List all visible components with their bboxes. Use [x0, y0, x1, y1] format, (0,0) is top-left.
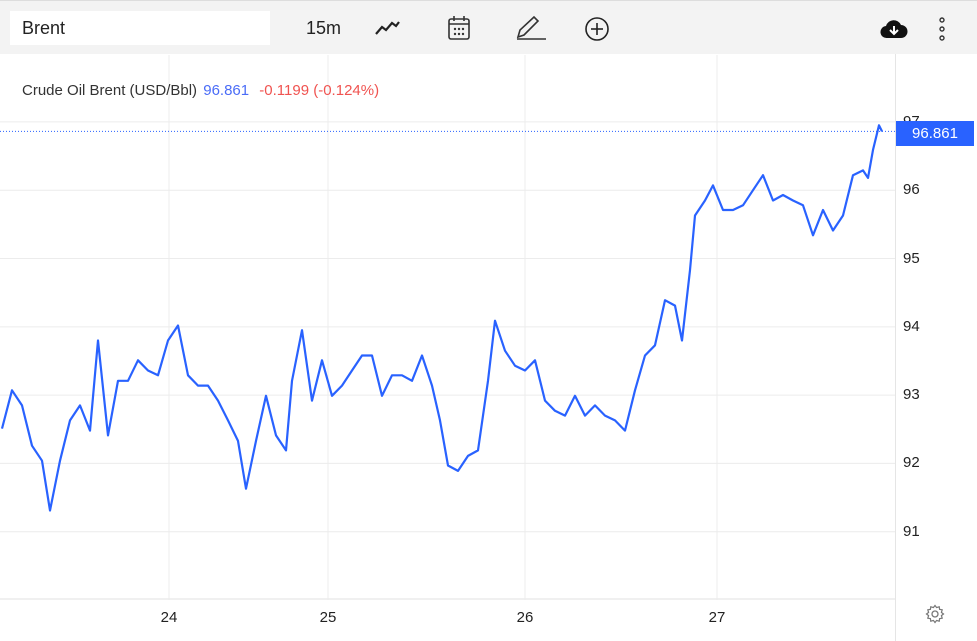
settings-gear-icon[interactable]	[925, 604, 945, 629]
y-tick-label: 96	[903, 181, 920, 199]
price-series-line	[0, 124, 883, 512]
more-vertical-icon[interactable]	[938, 17, 946, 43]
x-tick-label: 27	[708, 609, 726, 626]
line-chart-icon[interactable]	[374, 19, 400, 37]
x-tick-label: 26	[516, 609, 534, 626]
y-tick-label: 95	[903, 249, 920, 267]
interval-button[interactable]: 15m	[306, 18, 342, 38]
y-tick-label: 92	[903, 454, 920, 472]
cloud-download-icon[interactable]	[880, 18, 908, 40]
plus-circle-icon[interactable]	[584, 16, 610, 42]
y-tick-label: 91	[903, 522, 920, 540]
legend-change: -0.1199 (-0.124%)	[259, 82, 380, 99]
pencil-icon[interactable]	[515, 15, 547, 41]
price-chart[interactable]	[0, 55, 895, 600]
price-axis-border	[895, 54, 896, 641]
calendar-icon[interactable]	[447, 15, 471, 41]
symbol-search-input[interactable]	[10, 11, 270, 45]
toolbar: 15m	[0, 0, 977, 54]
legend-name: Crude Oil Brent (USD/Bbl)	[22, 82, 198, 99]
chart-legend: Crude Oil Brent (USD/Bbl) 96.861 -0.1199…	[22, 82, 379, 99]
x-tick-label: 24	[160, 609, 178, 626]
legend-value: 96.861	[203, 82, 250, 99]
y-tick-label: 93	[903, 386, 920, 404]
last-price-tag: 96.861	[896, 121, 974, 146]
x-tick-label: 25	[319, 609, 337, 626]
y-tick-label: 94	[903, 317, 920, 335]
